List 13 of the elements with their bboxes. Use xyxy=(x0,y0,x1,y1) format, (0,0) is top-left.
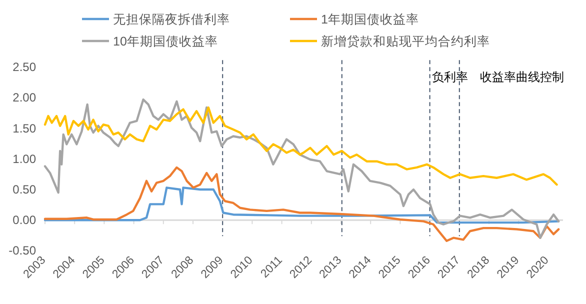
legend-label: 无担保隔夜拆借利率 xyxy=(113,12,230,26)
y-tick-label: 1.00 xyxy=(12,152,36,166)
legend-label: 新增贷款和贴现平均合约利率 xyxy=(321,34,490,48)
ref-line-label: 负利率 xyxy=(432,70,468,84)
ref-line-label: 收益率曲线控制 xyxy=(480,70,564,84)
y-tick-label: 0.00 xyxy=(12,213,36,228)
y-tick-label: 2.50 xyxy=(12,60,36,74)
y-tick-label: -0.50 xyxy=(8,244,36,258)
y-tick-label: 0.50 xyxy=(12,182,36,196)
y-tick-label: 2.00 xyxy=(12,90,36,105)
y-tick-label: 1.50 xyxy=(12,121,36,136)
legend-label: 10年期国债收益率 xyxy=(113,34,218,48)
legend-label: 1年期国债收益率 xyxy=(321,12,419,26)
